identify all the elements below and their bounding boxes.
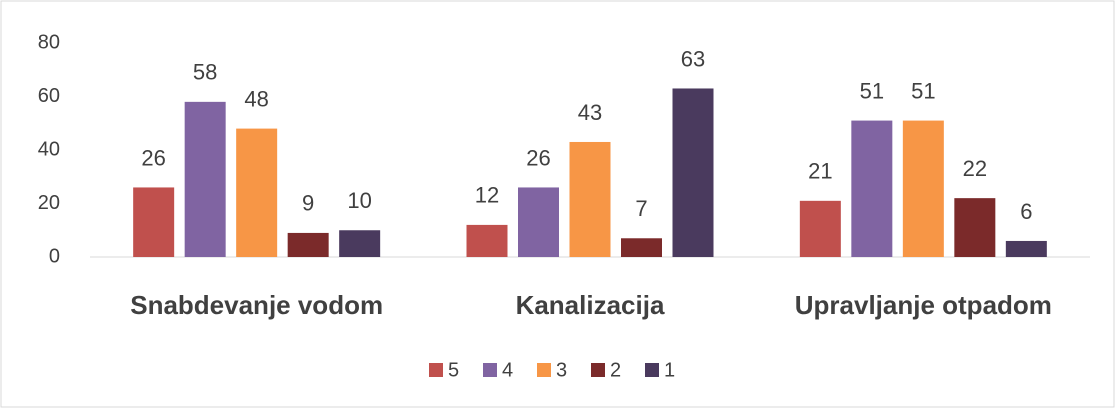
value-label: 43 (578, 100, 602, 125)
value-label: 63 (681, 46, 705, 71)
legend-label: 1 (664, 359, 675, 381)
value-label: 51 (911, 78, 935, 103)
y-tick-label: 0 (49, 245, 60, 267)
value-label: 26 (526, 145, 550, 170)
legend-swatch (483, 363, 497, 377)
y-tick-label: 80 (38, 31, 60, 53)
bar (236, 128, 278, 257)
value-label: 6 (1020, 199, 1032, 224)
legend-label: 3 (556, 359, 567, 381)
bar (133, 187, 175, 257)
x-tick-label: Upravljanje otpadom (795, 290, 1052, 320)
bar (621, 238, 662, 257)
value-label: 9 (302, 191, 314, 216)
x-tick-label: Snabdevanje vodom (130, 290, 383, 320)
bar (466, 224, 508, 257)
bar (1005, 240, 1047, 257)
legend-swatch (645, 363, 659, 377)
bar (954, 198, 996, 257)
legend-label: 2 (610, 359, 621, 381)
value-label: 58 (193, 60, 217, 85)
bar (799, 200, 841, 257)
bar (339, 230, 381, 257)
legend-swatch (591, 363, 605, 377)
bar (518, 187, 559, 257)
value-label: 21 (808, 159, 832, 184)
legend-label: 4 (502, 359, 513, 381)
value-label: 12 (475, 183, 499, 208)
legend-swatch (537, 363, 551, 377)
bar (851, 120, 893, 257)
legend-swatch (429, 363, 443, 377)
y-tick-label: 20 (38, 192, 60, 214)
value-label: 26 (141, 145, 165, 170)
bar (902, 120, 944, 257)
bar (672, 88, 714, 257)
value-label: 48 (244, 86, 268, 111)
value-label: 7 (635, 196, 647, 221)
legend-label: 5 (448, 359, 459, 381)
bar (569, 141, 611, 257)
value-label: 51 (860, 78, 884, 103)
y-tick-label: 60 (38, 85, 60, 107)
value-label: 22 (963, 156, 987, 181)
bar (184, 101, 226, 257)
value-label: 10 (347, 188, 371, 213)
y-tick-label: 40 (38, 138, 60, 160)
bar (287, 232, 329, 257)
x-tick-label: Kanalizacija (516, 290, 665, 320)
